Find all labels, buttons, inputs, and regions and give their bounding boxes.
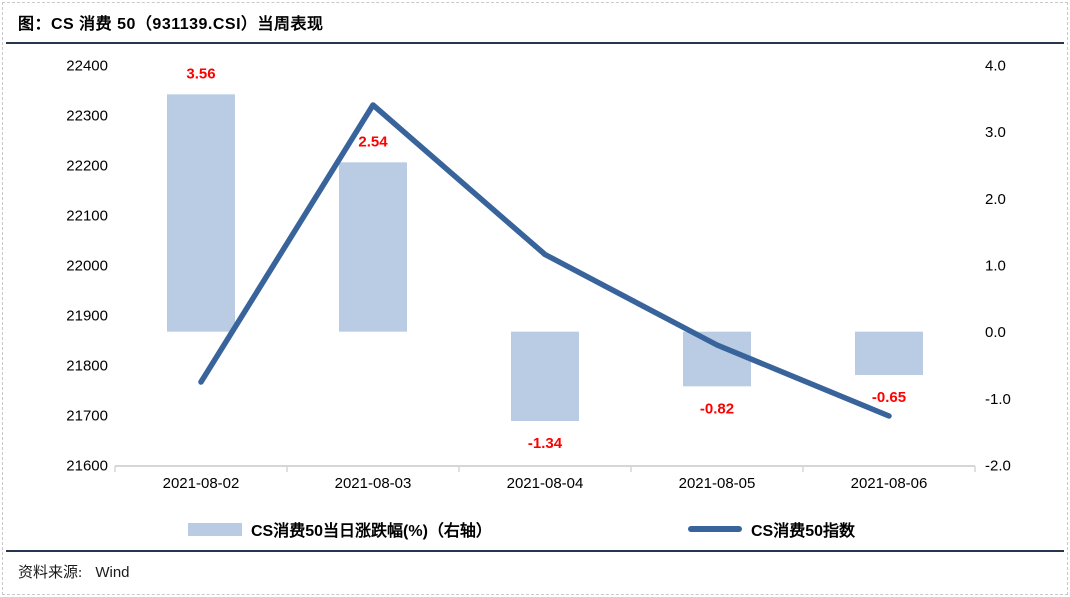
left-axis-tick-label: 22300 (66, 108, 108, 125)
legend-item-line: CS消费50指数 (688, 519, 856, 540)
legend-bar-label: CS消费50当日涨跌幅(%)（右轴） (251, 523, 492, 540)
source-label: 资料来源: (18, 565, 83, 581)
right-axis-tick-label: 2.0 (985, 191, 1006, 208)
bar-data-label: 2.54 (358, 133, 388, 150)
title-underline (6, 42, 1064, 44)
bar (511, 331, 579, 421)
left-axis-tick-label: 21600 (66, 458, 108, 475)
right-axis-tick-label: 1.0 (985, 258, 1006, 275)
left-axis-tick-label: 22200 (66, 158, 108, 175)
x-axis-label: 2021-08-04 (507, 475, 584, 492)
bar (167, 94, 235, 332)
left-axis-tick-label: 22400 (66, 58, 108, 75)
bar (339, 162, 407, 332)
bar-data-label: -0.82 (700, 400, 734, 417)
right-axis-tick-label: 3.0 (985, 124, 1006, 141)
right-axis-tick-label: -1.0 (985, 391, 1011, 408)
legend-line-label: CS消费50指数 (751, 523, 856, 540)
bottom-separator (6, 550, 1064, 552)
left-axis-tick-label: 21800 (66, 358, 108, 375)
x-axis-label: 2021-08-02 (163, 475, 240, 492)
left-axis-tick-label: 22000 (66, 258, 108, 275)
figure-title: 图：CS 消费 50（931139.CSI）当周表现 (18, 16, 324, 33)
legend-line-swatch (688, 526, 742, 532)
bar (855, 331, 923, 375)
x-axis-label: 2021-08-05 (679, 475, 756, 492)
left-axis-tick-label: 22100 (66, 208, 108, 225)
index-line (198, 102, 892, 419)
source-line: 资料来源: Wind (18, 561, 130, 582)
left-axis-tick-label: 21700 (66, 408, 108, 425)
right-axis-tick-label: -2.0 (985, 458, 1011, 475)
right-axis-tick-label: 4.0 (985, 58, 1006, 75)
right-axis-tick-label: 0.0 (985, 324, 1006, 341)
left-axis-tick-label: 21900 (66, 308, 108, 325)
bar-data-label: -0.65 (872, 389, 906, 406)
legend-bar-swatch (188, 522, 242, 536)
x-axis-label: 2021-08-06 (851, 475, 928, 492)
bar (683, 331, 751, 387)
bar-data-label: -1.34 (528, 435, 563, 452)
source-value: Wind (95, 564, 130, 581)
x-axis-label: 2021-08-03 (335, 475, 412, 492)
bar-data-label: 3.56 (186, 65, 215, 82)
legend-item-bar: CS消费50当日涨跌幅(%)（右轴） (188, 519, 492, 540)
